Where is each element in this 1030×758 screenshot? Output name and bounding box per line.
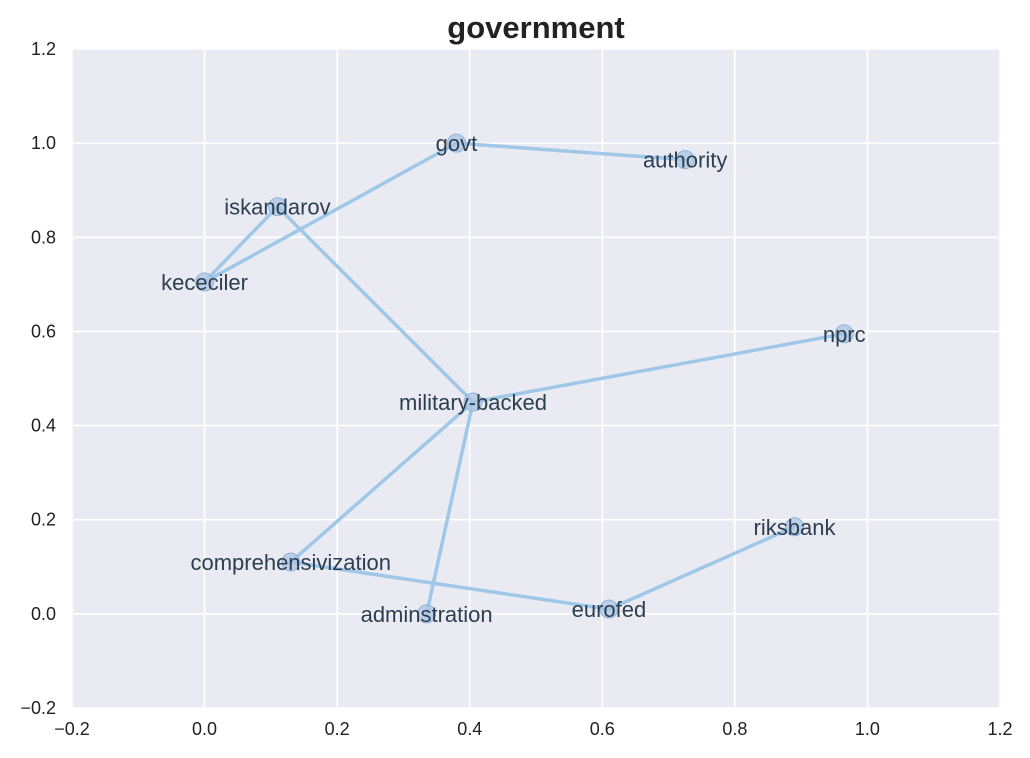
label-nprc: nprc xyxy=(823,322,866,347)
y-tick-label: 1.0 xyxy=(31,133,56,153)
gridlines xyxy=(71,48,1001,709)
edge-govt-authority xyxy=(454,141,687,162)
label-kececiler: kececiler xyxy=(161,270,248,295)
point-nprc xyxy=(834,324,854,344)
edge-military-backed-comprehensivization xyxy=(288,400,475,564)
edge-govt-kececiler xyxy=(202,141,459,284)
x-tick-label: 0.2 xyxy=(325,719,350,739)
label-comprehensivization: comprehensivization xyxy=(190,550,391,575)
point-authority xyxy=(675,150,695,170)
node-labels: govt authority iskandarov kececiler nprc mili… xyxy=(161,131,865,627)
y-tick-label: 0.0 xyxy=(31,604,56,624)
nodes xyxy=(195,133,854,624)
point-comprehensivization xyxy=(281,552,301,572)
x-tick-label: 0.0 xyxy=(192,719,217,739)
label-govt: govt xyxy=(436,131,478,156)
point-iskandarov xyxy=(267,197,287,217)
point-eurofed xyxy=(599,599,619,619)
label-riksbank: riksbank xyxy=(754,515,837,540)
y-tick-label: 0.6 xyxy=(31,321,56,341)
y-tick-label: 1.2 xyxy=(31,39,56,59)
edge-kececiler-iskandarov xyxy=(202,204,280,284)
x-tick-label: 1.2 xyxy=(987,719,1012,739)
point-adminstration xyxy=(417,604,437,624)
y-tick-label: 0.4 xyxy=(31,416,56,436)
label-authority: authority xyxy=(643,148,727,173)
x-tick-label: 1.0 xyxy=(855,719,880,739)
point-riksbank xyxy=(785,517,805,537)
edge-eurofed-riksbank xyxy=(607,525,797,611)
point-govt xyxy=(446,133,466,153)
chart-title: government xyxy=(447,10,624,45)
label-iskandarov: iskandarov xyxy=(224,195,330,220)
edge-iskandarov-military-backed xyxy=(275,204,475,404)
x-tick-label: −0.2 xyxy=(54,719,90,739)
point-kececiler xyxy=(195,272,215,292)
label-eurofed: eurofed xyxy=(572,597,647,622)
label-adminstration: adminstration xyxy=(361,602,493,627)
y-tick-label: 0.8 xyxy=(31,227,56,247)
x-axis-ticks: −0.2 0.0 0.2 0.4 0.6 0.8 1.0 1.2 xyxy=(54,719,1012,739)
label-military-backed: military-backed xyxy=(399,390,547,415)
edge-comprehensivization-eurofed xyxy=(288,560,611,611)
point-military-backed xyxy=(463,392,483,412)
x-tick-label: 0.8 xyxy=(722,719,747,739)
y-tick-label: 0.2 xyxy=(31,510,56,530)
y-axis-ticks: −0.2 0.0 0.2 0.4 0.6 0.8 1.0 1.2 xyxy=(20,39,56,718)
x-tick-label: 0.6 xyxy=(590,719,615,739)
y-tick-label: −0.2 xyxy=(20,698,56,718)
edges xyxy=(202,141,846,616)
x-tick-label: 0.4 xyxy=(457,719,482,739)
edge-military-backed-adminstration xyxy=(424,400,475,616)
edge-military-backed-nprc xyxy=(471,332,846,404)
